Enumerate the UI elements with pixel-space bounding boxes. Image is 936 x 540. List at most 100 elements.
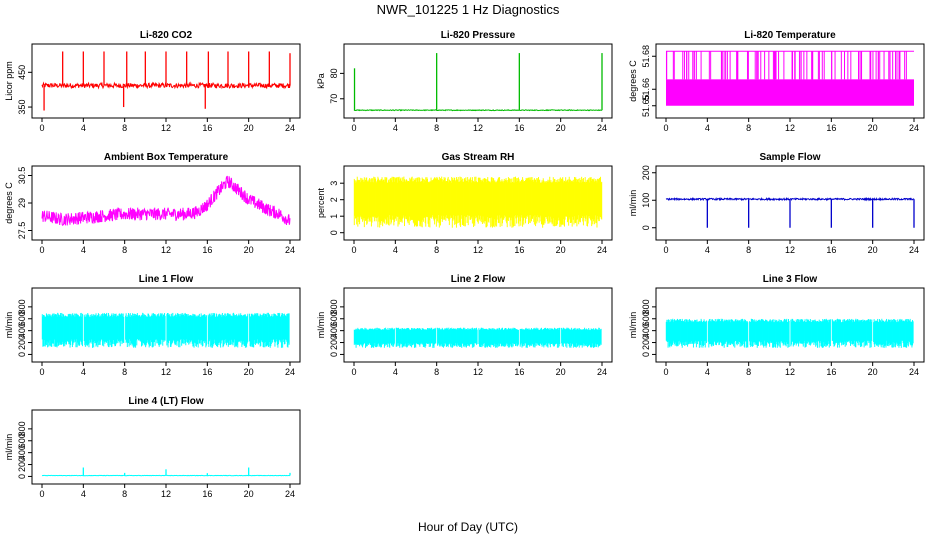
figure-title: NWR_101225 1 Hz Diagnostics — [377, 2, 560, 17]
trace-line — [41, 175, 291, 226]
panel-title: Li-820 Pressure — [441, 30, 516, 41]
panel-title: Li-820 CO2 — [140, 30, 193, 41]
panel-frame — [343, 43, 613, 119]
y-tick-label: 2 — [329, 197, 339, 202]
x-tick-label: 4 — [393, 245, 398, 255]
x-tick-label: 20 — [556, 245, 566, 255]
y-tick-label: 29 — [17, 198, 27, 208]
y-tick-label: 100 — [641, 193, 651, 208]
x-tick-label: 12 — [473, 245, 483, 255]
panel-title: Sample Flow — [759, 152, 820, 163]
panel-ylabel: ml/min — [4, 312, 14, 339]
y-tick-label: 0 — [329, 352, 339, 357]
x-tick-label: 8 — [434, 245, 439, 255]
x-tick-label: 4 — [393, 367, 398, 377]
x-tick-label: 8 — [746, 367, 751, 377]
x-tick-label: 4 — [81, 489, 86, 499]
x-tick-label: 8 — [746, 245, 751, 255]
y-tick-label: 51.65 — [641, 94, 651, 117]
panel-ylabel: ml/min — [628, 312, 638, 339]
x-tick-label: 12 — [161, 123, 171, 133]
panel-ylabel: kPa — [316, 73, 326, 89]
y-tick-label: 600 — [329, 311, 339, 326]
trace-line — [353, 108, 603, 112]
x-tick-label: 8 — [746, 123, 751, 133]
panel-series — [353, 327, 602, 348]
x-tick-label: 20 — [244, 123, 254, 133]
x-tick-label: 20 — [868, 245, 878, 255]
y-tick-label: 70 — [329, 94, 339, 104]
panel-series — [665, 50, 914, 106]
x-tick-label: 0 — [39, 367, 44, 377]
panel-ylabel: Licor ppm — [4, 61, 14, 101]
x-tick-label: 24 — [285, 489, 295, 499]
panel-series — [665, 318, 914, 348]
y-tick-label: 800 — [17, 299, 27, 314]
x-tick-label: 24 — [597, 123, 607, 133]
x-tick-label: 16 — [514, 123, 524, 133]
y-tick-label: 27.5 — [17, 222, 27, 240]
figure-xlabel: Hour of Day (UTC) — [418, 520, 518, 534]
y-tick-label: 400 — [641, 323, 651, 338]
x-tick-label: 4 — [81, 245, 86, 255]
y-tick-label: 400 — [17, 323, 27, 338]
x-tick-label: 0 — [39, 123, 44, 133]
panel-frame — [343, 287, 613, 363]
panel-ylabel: ml/min — [4, 434, 14, 461]
x-tick-label: 24 — [909, 367, 919, 377]
x-tick-label: 4 — [81, 123, 86, 133]
x-tick-label: 4 — [705, 123, 710, 133]
x-tick-label: 12 — [473, 123, 483, 133]
y-tick-label: 0 — [641, 352, 651, 357]
x-tick-label: 4 — [393, 123, 398, 133]
x-tick-label: 12 — [161, 489, 171, 499]
x-tick-label: 20 — [244, 489, 254, 499]
x-tick-label: 12 — [785, 123, 795, 133]
y-tick-label: 30.5 — [17, 167, 27, 185]
panel-series — [353, 53, 603, 112]
panel-series — [41, 51, 291, 111]
x-tick-label: 12 — [785, 245, 795, 255]
y-tick-label: 200 — [641, 335, 651, 350]
x-tick-label: 16 — [202, 123, 212, 133]
x-tick-label: 4 — [705, 245, 710, 255]
panel-title: Gas Stream RH — [442, 152, 515, 163]
y-tick-label: 0 — [17, 352, 27, 357]
panel-series — [353, 176, 603, 228]
panel-ylabel: ml/min — [628, 190, 638, 217]
y-tick-label: 0 — [17, 474, 27, 479]
panel-ylabel: ml/min — [316, 312, 326, 339]
x-tick-label: 4 — [81, 367, 86, 377]
x-tick-label: 4 — [705, 367, 710, 377]
x-tick-label: 20 — [868, 367, 878, 377]
x-tick-label: 24 — [597, 367, 607, 377]
x-tick-label: 12 — [161, 245, 171, 255]
y-tick-label: 800 — [17, 421, 27, 436]
panel-title: Line 4 (LT) Flow — [128, 396, 204, 407]
x-tick-label: 0 — [663, 245, 668, 255]
x-tick-label: 24 — [285, 367, 295, 377]
x-tick-label: 24 — [597, 245, 607, 255]
y-tick-label: 600 — [17, 311, 27, 326]
x-tick-label: 20 — [244, 245, 254, 255]
x-tick-label: 0 — [351, 123, 356, 133]
panel-ylabel: degrees C — [628, 60, 638, 102]
x-tick-label: 0 — [663, 123, 668, 133]
x-tick-label: 24 — [909, 123, 919, 133]
panel-series — [41, 467, 291, 477]
x-tick-label: 8 — [122, 245, 127, 255]
y-tick-label: 600 — [17, 433, 27, 448]
x-tick-label: 0 — [351, 245, 356, 255]
y-tick-label: 200 — [17, 335, 27, 350]
panel-4: 0 4 8 12 16 20 24 27.5 29 30.5 Ambient Box Tempera… — [4, 152, 301, 255]
x-tick-label: 20 — [244, 367, 254, 377]
panel-1: 0 4 8 12 16 20 24 350 450 Li-820 CO2 Licor ppm — [4, 30, 301, 133]
y-tick-label: 80 — [329, 68, 339, 78]
y-tick-label: 800 — [641, 299, 651, 314]
x-tick-label: 0 — [39, 489, 44, 499]
